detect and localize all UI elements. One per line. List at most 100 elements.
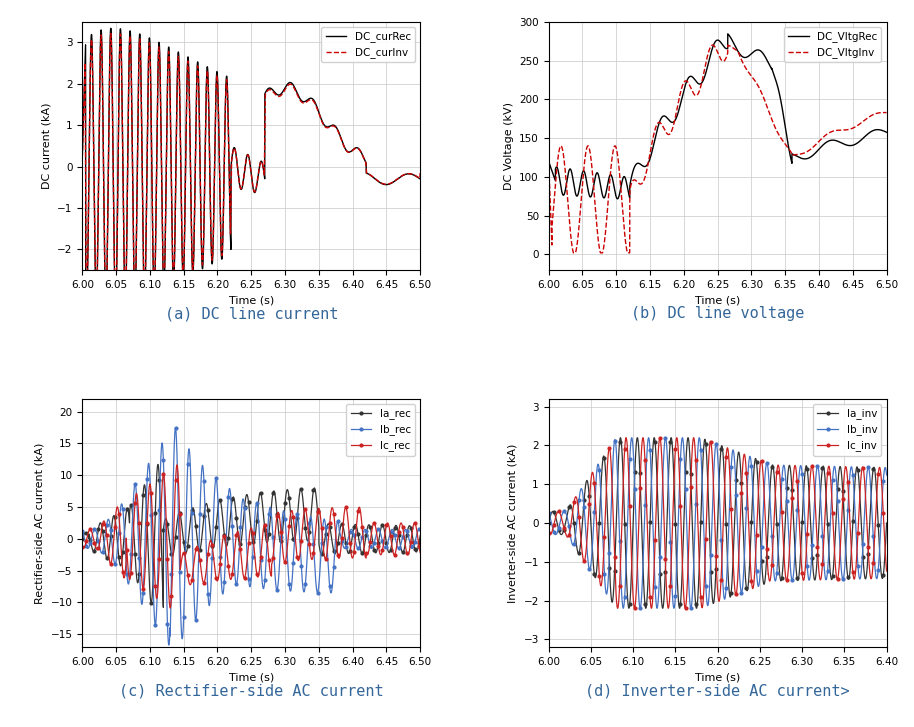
Text: (b) DC line voltage: (b) DC line voltage <box>631 306 804 321</box>
Ia_inv <box>881 518 892 527</box>
Ic_inv <box>871 497 882 506</box>
Line: DC_curInv: DC_curInv <box>82 33 420 300</box>
DC_curRec <box>297 97 308 105</box>
Ib_rec <box>164 640 175 649</box>
Ic_rec <box>280 558 291 566</box>
DC_curRec <box>138 276 149 285</box>
DC_VltgInv <box>821 130 832 139</box>
DC_VltgInv <box>543 157 554 166</box>
Ic_inv <box>854 496 865 505</box>
Ic_rec <box>297 526 308 534</box>
Ib_rec <box>138 578 149 587</box>
Ic_inv <box>881 566 892 575</box>
Line: Ib_rec: Ib_rec <box>80 427 421 646</box>
Ib_inv <box>668 604 679 613</box>
Ia_inv <box>854 486 865 494</box>
DC_VltgInv <box>763 106 774 115</box>
Ic_rec <box>165 603 175 612</box>
DC_curRec <box>105 24 116 33</box>
Text: (c) Rectifier-side AC current: (c) Rectifier-side AC current <box>119 683 384 699</box>
DC_curRec <box>110 300 121 309</box>
Ia_inv <box>623 604 634 613</box>
Legend: DC_VltgRec, DC_VltgInv: DC_VltgRec, DC_VltgInv <box>783 27 881 63</box>
DC_VltgRec <box>746 49 757 58</box>
Ic_rec <box>415 548 426 557</box>
DC_curInv <box>77 153 88 162</box>
DC_VltgInv <box>673 100 684 109</box>
Line: DC_curRec: DC_curRec <box>82 28 420 305</box>
Y-axis label: Inverter-side AC current (kA): Inverter-side AC current (kA) <box>508 443 518 603</box>
DC_curInv <box>206 249 217 257</box>
DC_VltgInv <box>568 249 579 257</box>
DC_curInv <box>138 272 149 281</box>
Line: DC_VltgRec: DC_VltgRec <box>548 34 887 199</box>
X-axis label: Time (s): Time (s) <box>695 672 740 683</box>
DC_curInv <box>280 85 291 94</box>
Ic_inv <box>704 445 715 454</box>
DC_VltgInv <box>881 108 892 117</box>
X-axis label: Time (s): Time (s) <box>228 295 274 305</box>
Ic_inv <box>680 604 691 613</box>
DC_curRec <box>329 121 340 130</box>
Ic_rec <box>355 505 366 514</box>
DC_curRec <box>206 252 217 260</box>
Ib_inv <box>881 470 892 479</box>
Ib_rec <box>355 540 366 549</box>
DC_VltgInv <box>707 41 718 49</box>
DC_curInv <box>297 98 308 107</box>
Line: Ib_inv: Ib_inv <box>547 436 888 610</box>
Ia_inv <box>704 525 715 534</box>
Ic_rec <box>77 543 88 552</box>
Ib_rec <box>329 550 340 558</box>
Ia_rec <box>280 499 291 507</box>
Ic_inv <box>688 433 699 442</box>
Legend: Ia_inv, Ib_inv, Ic_inv: Ia_inv, Ib_inv, Ic_inv <box>813 404 881 456</box>
Ia_rec <box>297 489 308 498</box>
Ia_rec <box>138 484 149 493</box>
DC_VltgRec <box>795 154 806 163</box>
Ib_inv <box>871 574 882 582</box>
Ia_inv <box>789 532 800 541</box>
Ia_rec <box>355 544 366 553</box>
X-axis label: Time (s): Time (s) <box>695 295 740 305</box>
Ia_inv <box>543 518 554 527</box>
Ib_inv <box>854 574 865 583</box>
Ic_inv <box>686 481 696 489</box>
Legend: Ia_rec, Ib_rec, Ic_rec: Ia_rec, Ib_rec, Ic_rec <box>346 404 415 456</box>
Ia_rec <box>415 531 426 540</box>
Ib_rec <box>170 424 181 433</box>
Ib_rec <box>206 569 217 577</box>
Ib_inv <box>660 433 671 442</box>
Line: Ic_rec: Ic_rec <box>80 464 421 609</box>
Ib_inv <box>704 586 715 595</box>
Ia_rec <box>329 549 340 558</box>
DC_curInv <box>329 122 340 131</box>
Legend: DC_curRec, DC_curInv: DC_curRec, DC_curInv <box>322 27 415 63</box>
Ic_rec <box>206 538 217 547</box>
Ib_inv <box>543 509 554 518</box>
Ic_inv <box>789 463 800 472</box>
DC_VltgInv <box>604 173 615 182</box>
Text: (d) Inverter-side AC current>: (d) Inverter-side AC current> <box>585 683 850 699</box>
DC_VltgRec <box>821 137 832 146</box>
DC_VltgRec <box>881 128 892 137</box>
Ib_rec <box>77 526 88 535</box>
Ic_rec <box>138 584 149 593</box>
Line: Ic_inv: Ic_inv <box>547 436 888 610</box>
DC_curRec <box>280 84 291 92</box>
Ib_rec <box>415 526 426 535</box>
Ib_inv <box>789 560 800 569</box>
Ia_inv <box>688 556 699 565</box>
DC_VltgRec <box>612 195 623 204</box>
DC_curRec <box>77 154 88 163</box>
Line: Ia_inv: Ia_inv <box>547 436 888 610</box>
Text: (a) DC line current: (a) DC line current <box>165 306 338 321</box>
DC_VltgRec <box>543 157 554 166</box>
DC_curInv <box>415 169 426 177</box>
DC_curRec <box>415 174 426 183</box>
Ia_inv <box>686 474 696 483</box>
DC_curInv <box>110 295 121 304</box>
Y-axis label: Rectifier-side AC current (kA): Rectifier-side AC current (kA) <box>35 442 45 603</box>
DC_VltgRec <box>673 109 684 118</box>
Ic_inv <box>688 434 699 443</box>
